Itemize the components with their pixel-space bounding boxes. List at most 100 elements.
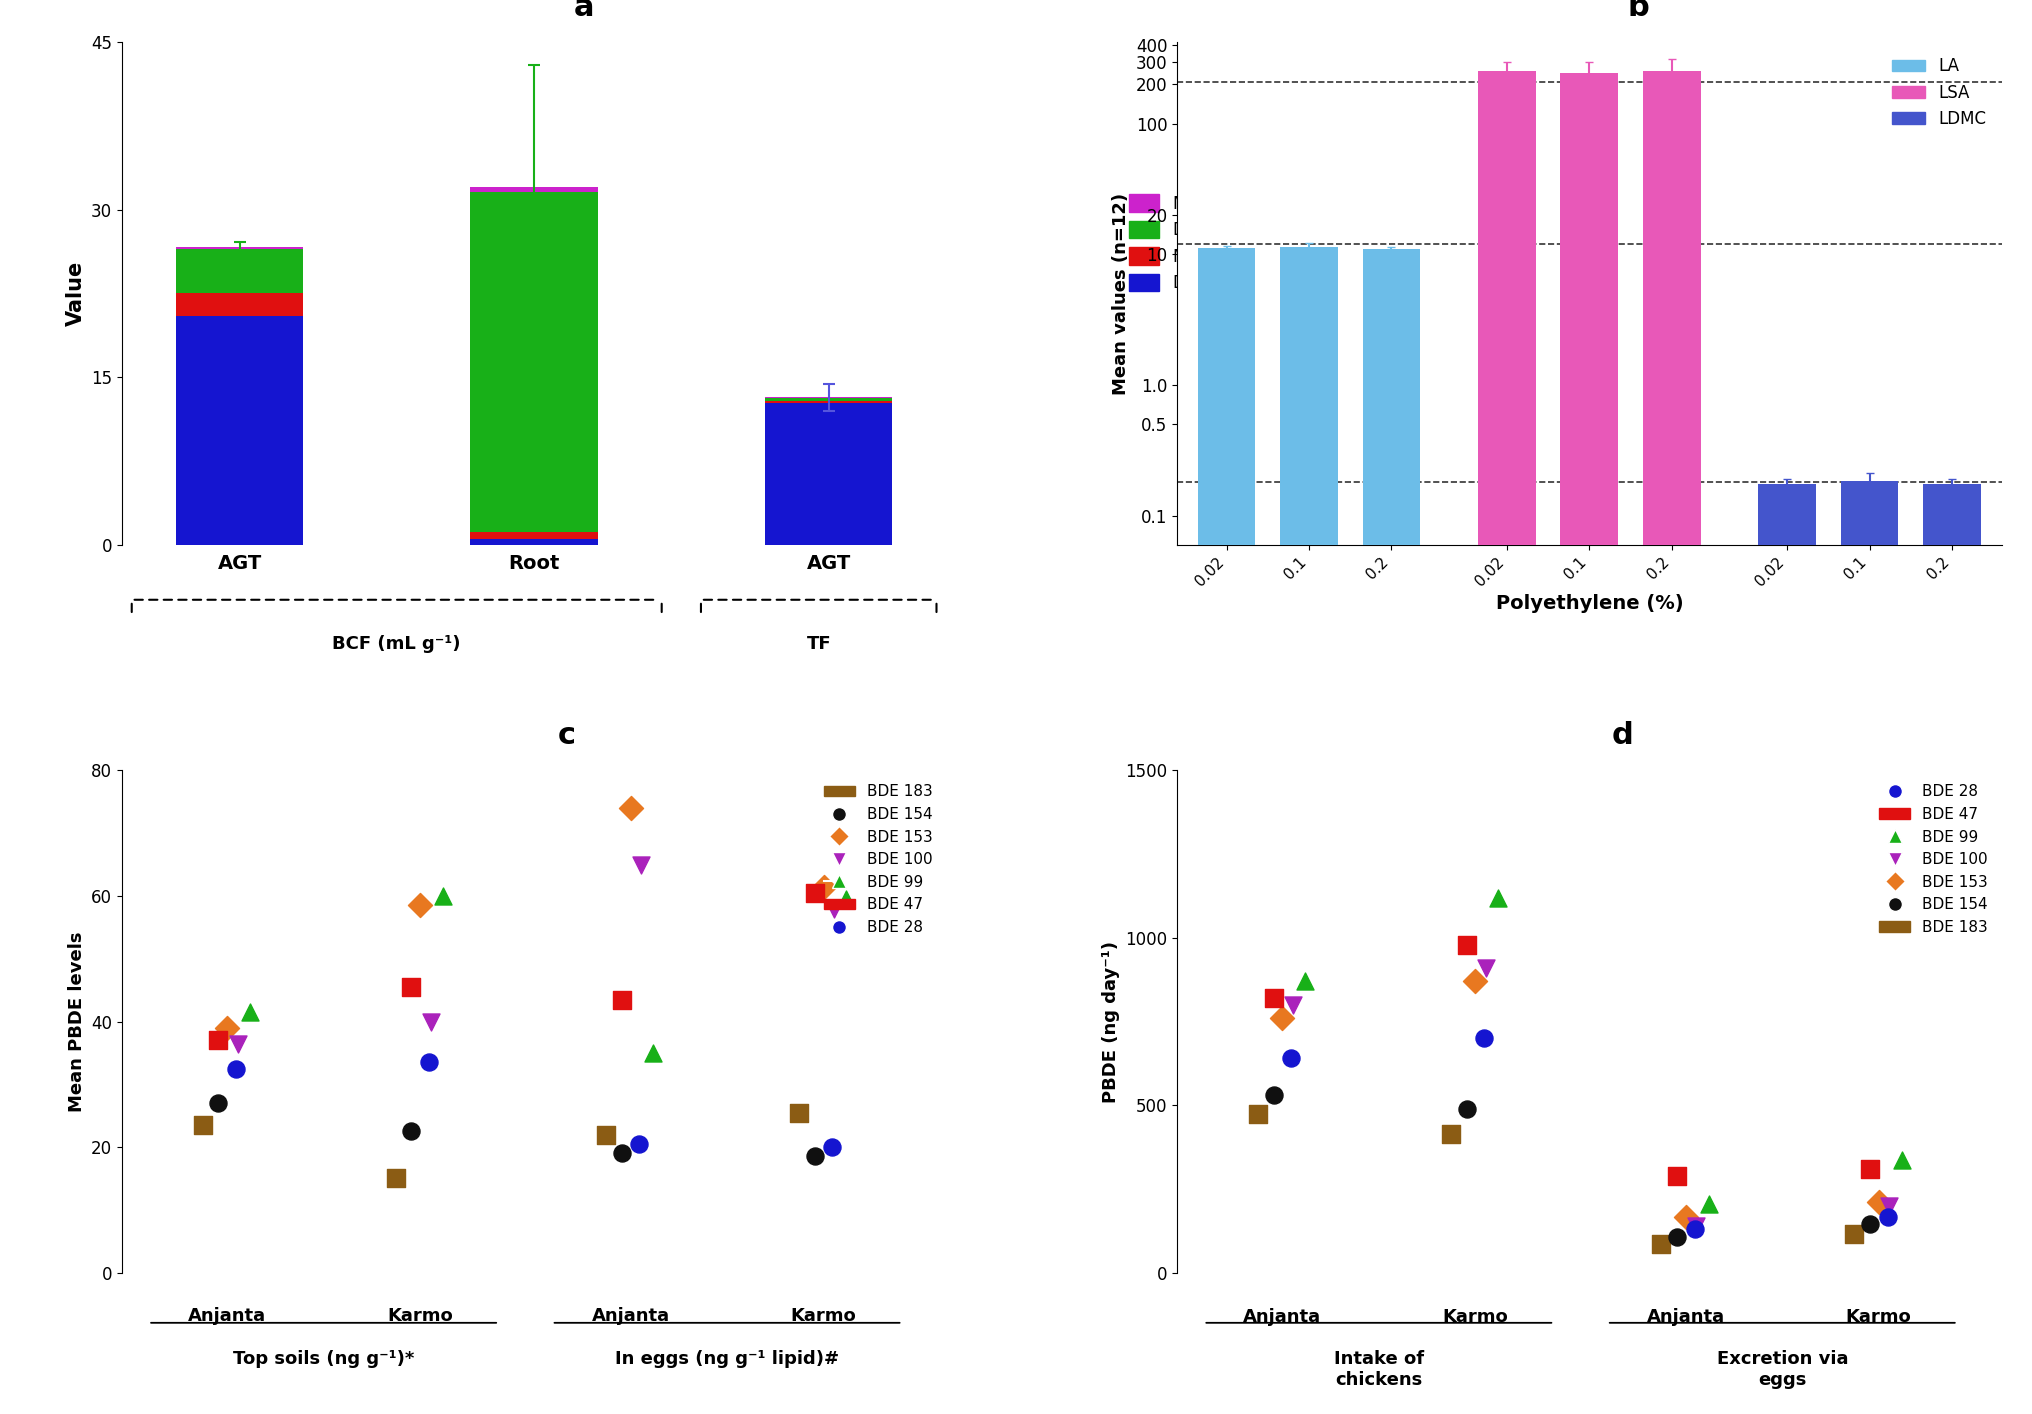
Bar (1758, 484, 1817, 1414)
Point (606, 1143, 638, 1165)
Text: d: d (1611, 721, 1634, 751)
Point (187, 1114, 219, 1137)
Legend: BDE 28, BDE 47, BDE 99, BDE 100, BDE 153, BDE 154, BDE 183: BDE 28, BDE 47, BDE 99, BDE 100, BDE 153… (1874, 778, 1993, 942)
Y-axis label: PBDE (ng day⁻¹): PBDE (ng day⁻¹) (1101, 940, 1120, 1103)
Point (211, 1017, 244, 1039)
Text: c: c (559, 721, 577, 751)
Point (1242, 1103, 1274, 1126)
Point (606, 988, 638, 1011)
Text: b: b (1628, 0, 1650, 23)
Bar (1561, 74, 1617, 1414)
Bar (1841, 481, 1898, 1414)
Point (1680, 1215, 1713, 1237)
Point (614, 797, 646, 820)
Text: Anjanta: Anjanta (1646, 1308, 1725, 1326)
Text: Anjanta: Anjanta (189, 1307, 266, 1325)
Point (1660, 1164, 1693, 1186)
Text: In eggs (ng g⁻¹ lipid)#: In eggs (ng g⁻¹ lipid)# (616, 1350, 839, 1369)
Point (624, 1133, 656, 1155)
Point (1886, 1150, 1918, 1172)
Y-axis label: Value: Value (65, 260, 85, 327)
Point (221, 1032, 254, 1055)
Text: Karmo: Karmo (1443, 1308, 1508, 1326)
Point (589, 1123, 622, 1145)
Bar (177, 249, 303, 294)
Bar (1280, 247, 1337, 1414)
Point (799, 881, 831, 904)
Point (1451, 933, 1483, 956)
Text: Karmo: Karmo (790, 1307, 855, 1325)
Bar (177, 294, 303, 315)
Point (404, 894, 437, 916)
Point (1276, 994, 1309, 1017)
Legend: MEHP, DEHP, MnBP, DnBP: MEHP, DEHP, MnBP, DnBP (1122, 188, 1227, 298)
Y-axis label: Mean PBDE levels: Mean PBDE levels (67, 932, 85, 1111)
Point (1451, 1097, 1483, 1120)
Point (1660, 1226, 1693, 1249)
Point (1837, 1223, 1869, 1246)
Point (1459, 970, 1491, 993)
Point (1467, 1027, 1500, 1049)
Point (1646, 1233, 1678, 1256)
Point (1258, 1085, 1290, 1107)
Point (782, 1102, 815, 1124)
Point (1853, 1158, 1886, 1181)
Text: Karmo: Karmo (1845, 1308, 1912, 1326)
Bar (177, 246, 303, 249)
Point (1853, 1213, 1886, 1236)
Point (201, 1092, 234, 1114)
Point (817, 1135, 849, 1158)
Point (1863, 1191, 1896, 1213)
Bar (1197, 247, 1256, 1414)
Point (1266, 1007, 1298, 1029)
Bar (764, 403, 892, 544)
Text: BCF (mL g⁻¹): BCF (mL g⁻¹) (333, 635, 461, 653)
Point (394, 1120, 427, 1143)
Bar (1477, 71, 1536, 1414)
Text: Anjanta: Anjanta (1244, 1308, 1321, 1326)
Legend: LA, LSA, LDMC: LA, LSA, LDMC (1886, 51, 1993, 134)
Point (1481, 887, 1514, 909)
X-axis label: Polyethylene (%): Polyethylene (%) (1496, 594, 1682, 614)
Point (1871, 1206, 1904, 1229)
Bar (469, 188, 597, 192)
Bar (469, 192, 597, 532)
Point (807, 875, 839, 898)
Bar (1363, 249, 1420, 1414)
Text: Karmo: Karmo (388, 1307, 453, 1325)
Bar (1644, 71, 1701, 1414)
Text: Excretion via
eggs: Excretion via eggs (1717, 1350, 1847, 1389)
Point (412, 1051, 445, 1073)
Point (201, 1029, 234, 1052)
Point (219, 1058, 252, 1080)
Point (380, 1167, 412, 1189)
Text: Intake of
chickens: Intake of chickens (1333, 1350, 1424, 1389)
Legend: BDE 183, BDE 154, BDE 153, BDE 100, BDE 99, BDE 47, BDE 28: BDE 183, BDE 154, BDE 153, BDE 100, BDE … (819, 778, 939, 942)
Text: TF: TF (807, 635, 831, 653)
Text: a: a (573, 0, 593, 23)
Point (638, 1042, 671, 1065)
Y-axis label: Mean values (n=12): Mean values (n=12) (1112, 192, 1130, 395)
Bar (469, 539, 597, 544)
Point (1874, 1195, 1906, 1217)
Point (1469, 957, 1502, 980)
Point (394, 976, 427, 998)
Bar (764, 399, 892, 400)
Bar (469, 532, 597, 539)
Point (1435, 1123, 1467, 1145)
Point (626, 853, 658, 875)
Point (799, 1145, 831, 1168)
Point (427, 885, 459, 908)
Point (1670, 1206, 1703, 1229)
Point (817, 898, 849, 921)
Point (415, 1010, 447, 1032)
Point (1288, 970, 1321, 993)
Point (234, 1001, 266, 1024)
Point (829, 888, 862, 911)
Point (1693, 1192, 1725, 1215)
Bar (177, 315, 303, 544)
Text: Anjanta: Anjanta (591, 1307, 671, 1325)
Point (1258, 987, 1290, 1010)
Bar (764, 400, 892, 403)
Bar (1922, 484, 1981, 1414)
